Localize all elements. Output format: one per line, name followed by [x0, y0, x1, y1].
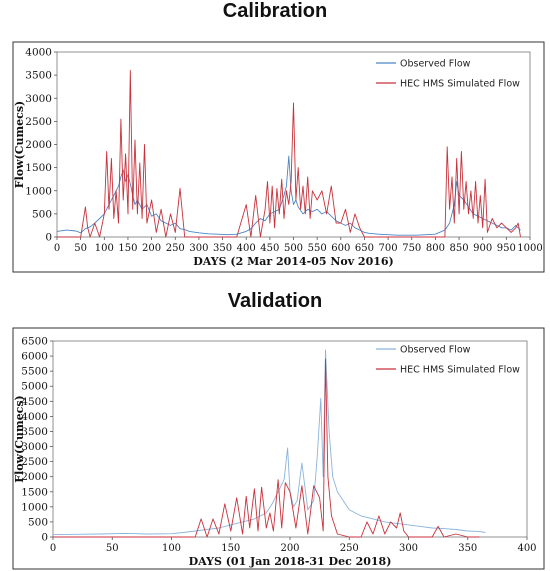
y-tick-label: 1000	[21, 501, 48, 513]
legend-label-simulated: HEC HMS Simulated Flow	[400, 365, 520, 376]
x-tick-label: 800	[426, 243, 445, 254]
x-tick-label: 150	[118, 243, 137, 254]
calibration-chart: 0 500 1000 1500 2000 2500 3000 3500 4000 0 50 100 15…	[12, 41, 545, 273]
x-tick-label: 100	[162, 543, 181, 554]
x-axis-label: DAYS (2 Mar 2014-05 Nov 2016)	[193, 255, 394, 268]
y-tick-label: 500	[32, 208, 52, 220]
y-tick-label: 1500	[21, 486, 48, 498]
x-tick-label: 850	[450, 243, 469, 254]
x-tick-label: 350	[213, 243, 232, 254]
x-tick-label: 200	[280, 543, 299, 554]
chart-frame	[12, 327, 545, 570]
y-tick-label: 0	[41, 532, 48, 544]
y-tick-label: 3000	[21, 441, 48, 453]
x-tick-label: 750	[402, 243, 421, 254]
x-tick-label: 600	[331, 243, 350, 254]
x-tick-label: 150	[221, 543, 240, 554]
x-tick-label: 200	[142, 243, 161, 254]
y-tick-label: 1000	[25, 185, 52, 197]
calibration-title: Calibration	[222, 0, 328, 22]
legend-label-simulated: HEC HMS Simulated Flow	[400, 79, 520, 90]
y-tick-label: 5000	[21, 381, 48, 393]
x-tick-label: 250	[166, 243, 185, 254]
x-tick-label: 400	[237, 243, 256, 254]
y-tick-label: 2500	[21, 456, 48, 468]
x-tick-label: 350	[458, 543, 477, 554]
x-tick-label: 500	[284, 243, 303, 254]
x-tick-label: 50	[106, 543, 119, 554]
x-tick-label: 50	[74, 243, 87, 254]
y-axis-label: Flow(Cumecs)	[13, 395, 26, 482]
y-tick-label: 4000	[21, 411, 48, 423]
y-tick-label: 2000	[25, 139, 52, 151]
y-tick-label: 5500	[21, 366, 48, 378]
y-tick-label: 3000	[25, 93, 52, 105]
validation-title: Validation	[227, 290, 323, 312]
x-tick-label: 250	[340, 543, 359, 554]
y-tick-label: 2500	[25, 116, 52, 128]
legend-label-observed: Observed Flow	[400, 59, 471, 70]
x-tick-label: 950	[497, 243, 516, 254]
x-tick-label: 100	[95, 243, 114, 254]
y-tick-label: 3500	[25, 70, 52, 82]
x-tick-label: 650	[355, 243, 374, 254]
legend-label-observed: Observed Flow	[400, 345, 471, 356]
y-tick-label: 2000	[21, 471, 48, 483]
y-tick-label: 500	[28, 516, 48, 528]
y-tick-label: 4000	[25, 47, 52, 59]
y-axis-label: Flow(Cumecs)	[13, 101, 26, 188]
x-axis-label: DAYS (01 Jan 2018-31 Dec 2018)	[189, 555, 392, 568]
series-line-observed	[56, 155, 521, 236]
series-line-observed	[52, 349, 486, 536]
x-tick-label: 900	[473, 243, 492, 254]
x-tick-label: 0	[54, 243, 60, 254]
y-tick-label: 4500	[21, 396, 48, 408]
y-tick-label: 0	[45, 232, 52, 244]
x-tick-label: 550	[308, 243, 327, 254]
y-tick-label: 6500	[21, 336, 48, 348]
x-tick-label: 1000	[517, 243, 542, 254]
x-tick-label: 700	[379, 243, 398, 254]
validation-chart: 0500100015002000250030003500400045005000…	[12, 327, 545, 570]
x-tick-label: 300	[189, 243, 208, 254]
x-tick-label: 300	[399, 543, 418, 554]
series-line-simulated	[53, 358, 480, 538]
chart-frame	[12, 41, 545, 273]
y-tick-label: 6000	[21, 351, 48, 363]
x-tick-label: 450	[260, 243, 279, 254]
series-line-simulated	[57, 70, 521, 238]
x-tick-label: 400	[517, 543, 536, 554]
y-tick-label: 3500	[21, 426, 48, 438]
x-tick-label: 0	[50, 543, 56, 554]
y-tick-label: 1500	[25, 162, 52, 174]
